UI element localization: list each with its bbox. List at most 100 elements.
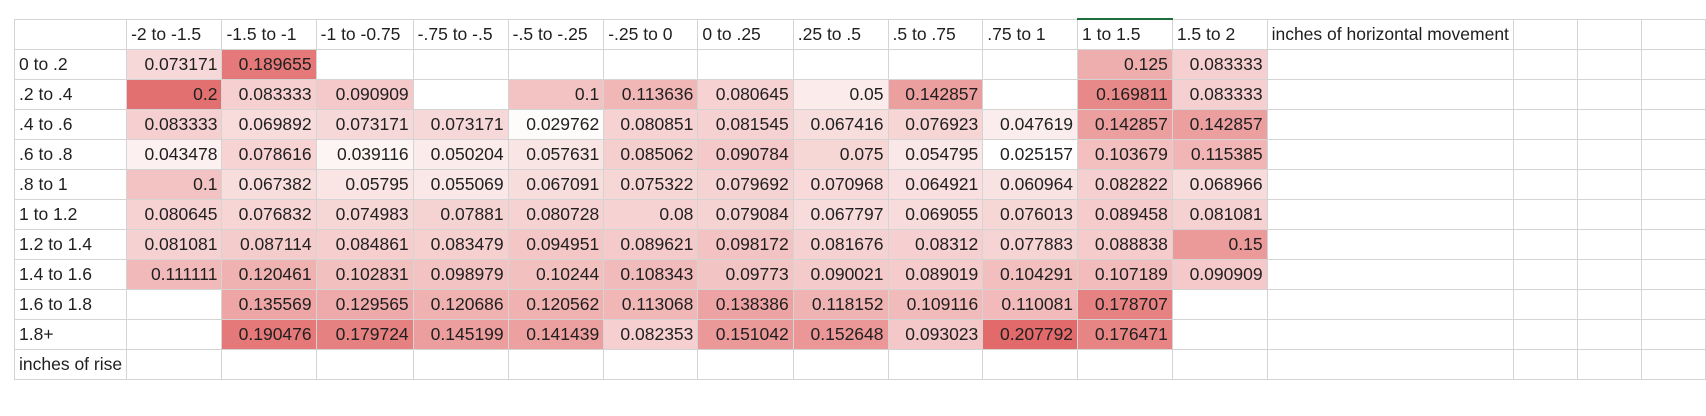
heatmap-cell[interactable]: 0.076013 [982,198,1079,230]
empty-cell[interactable] [1641,228,1706,260]
heatmap-cell[interactable]: 0.067382 [221,168,317,200]
heatmap-cell[interactable]: 0.129565 [315,288,414,320]
heatmap-cell[interactable]: 0.1 [507,78,605,110]
empty-cell[interactable] [221,348,317,380]
heatmap-cell[interactable]: 0.090021 [792,258,889,290]
column-header[interactable]: .25 to .5 [792,18,889,50]
empty-cell[interactable] [1512,48,1579,80]
empty-cell[interactable] [1512,198,1579,230]
heatmap-cell[interactable]: 0.069892 [221,108,317,140]
heatmap-cell[interactable]: 0.083479 [412,228,509,260]
heatmap-cell[interactable]: 0.141439 [507,318,605,350]
empty-cell[interactable] [603,348,699,380]
column-header[interactable]: 1 to 1.5 [1077,18,1173,50]
column-header[interactable]: -2 to -1.5 [126,18,223,50]
heatmap-cell[interactable] [412,78,509,110]
empty-cell[interactable] [1266,108,1514,140]
heatmap-cell[interactable]: 0.088838 [1077,228,1173,260]
empty-cell[interactable] [1641,18,1706,50]
empty-cell[interactable] [1641,288,1706,320]
heatmap-cell[interactable] [1171,318,1268,350]
heatmap-cell[interactable] [412,48,509,80]
corner-cell[interactable] [13,18,128,50]
row-header[interactable]: .4 to .6 [13,108,128,140]
empty-cell[interactable] [1266,348,1514,380]
empty-cell[interactable] [315,348,414,380]
heatmap-cell[interactable]: 0.083333 [1171,78,1268,110]
empty-cell[interactable] [1512,18,1579,50]
column-header[interactable]: -1 to -0.75 [315,18,414,50]
heatmap-cell[interactable]: 0.055069 [412,168,509,200]
heatmap-cell[interactable]: 0.060964 [982,168,1079,200]
empty-cell[interactable] [1266,138,1514,170]
heatmap-cell[interactable]: 0.025157 [982,138,1079,170]
heatmap-cell[interactable]: 0.113068 [603,288,699,320]
heatmap-cell[interactable]: 0.083333 [126,108,223,140]
empty-cell[interactable] [1512,78,1579,110]
heatmap-cell[interactable]: 0.109116 [887,288,984,320]
heatmap-cell[interactable]: 0.085062 [603,138,699,170]
heatmap-cell[interactable]: 0.082353 [603,318,699,350]
heatmap-cell[interactable] [315,48,414,80]
heatmap-cell[interactable] [126,288,223,320]
empty-cell[interactable] [982,348,1079,380]
heatmap-cell[interactable]: 0.082822 [1077,168,1173,200]
heatmap-cell[interactable]: 0.043478 [126,138,223,170]
y-axis-label[interactable]: inches of rise [13,348,128,380]
heatmap-cell[interactable]: 0.081081 [1171,198,1268,230]
heatmap-cell[interactable]: 0.10244 [507,258,605,290]
row-header[interactable]: 1.6 to 1.8 [13,288,128,320]
heatmap-cell[interactable]: 0.176471 [1077,318,1173,350]
empty-cell[interactable] [1641,258,1706,290]
heatmap-cell[interactable]: 0.179724 [315,318,414,350]
column-header[interactable]: -1.5 to -1 [221,18,317,50]
heatmap-cell[interactable]: 0.120562 [507,288,605,320]
empty-cell[interactable] [1266,168,1514,200]
row-header[interactable]: .2 to .4 [13,78,128,110]
heatmap-cell[interactable]: 0.090784 [697,138,794,170]
x-axis-label[interactable]: inches of horizontal movement [1266,18,1514,50]
empty-cell[interactable] [697,348,794,380]
heatmap-cell[interactable]: 0.142857 [887,78,984,110]
heatmap-cell[interactable]: 0.142857 [1077,108,1173,140]
heatmap-cell[interactable]: 0.080645 [126,198,223,230]
heatmap-cell[interactable]: 0.080851 [603,108,699,140]
heatmap-cell[interactable]: 0.081545 [697,108,794,140]
empty-cell[interactable] [1512,348,1579,380]
heatmap-cell[interactable]: 0.152648 [792,318,889,350]
heatmap-cell[interactable] [982,48,1079,80]
empty-cell[interactable] [1641,138,1706,170]
row-header[interactable]: 1.2 to 1.4 [13,228,128,260]
heatmap-cell[interactable]: 0.067797 [792,198,889,230]
heatmap-cell[interactable]: 0.08312 [887,228,984,260]
heatmap-cell[interactable]: 0.151042 [697,318,794,350]
empty-cell[interactable] [1577,348,1643,380]
heatmap-cell[interactable]: 0.047619 [982,108,1079,140]
column-header[interactable]: 1.5 to 2 [1171,18,1268,50]
heatmap-cell[interactable]: 0.057631 [507,138,605,170]
heatmap-cell[interactable]: 0.120461 [221,258,317,290]
empty-cell[interactable] [1577,258,1643,290]
empty-cell[interactable] [792,348,889,380]
heatmap-cell[interactable]: 0.073171 [315,108,414,140]
heatmap-cell[interactable]: 0.070968 [792,168,889,200]
heatmap-cell[interactable]: 0.073171 [412,108,509,140]
heatmap-cell[interactable]: 0.05795 [315,168,414,200]
empty-cell[interactable] [1077,348,1173,380]
row-header[interactable]: 1 to 1.2 [13,198,128,230]
empty-cell[interactable] [1641,348,1706,380]
heatmap-cell[interactable]: 0.115385 [1171,138,1268,170]
empty-cell[interactable] [1577,228,1643,260]
heatmap-cell[interactable]: 0.09773 [697,258,794,290]
heatmap-cell[interactable]: 0.189655 [221,48,317,80]
empty-cell[interactable] [887,348,984,380]
empty-cell[interactable] [1266,198,1514,230]
heatmap-cell[interactable]: 0.029762 [507,108,605,140]
empty-cell[interactable] [1577,18,1643,50]
heatmap-cell[interactable]: 0.083333 [1171,48,1268,80]
heatmap-cell[interactable]: 0.107189 [1077,258,1173,290]
heatmap-cell[interactable]: 0.068966 [1171,168,1268,200]
heatmap-cell[interactable]: 0.081676 [792,228,889,260]
heatmap-cell[interactable]: 0.138386 [697,288,794,320]
empty-cell[interactable] [1512,108,1579,140]
